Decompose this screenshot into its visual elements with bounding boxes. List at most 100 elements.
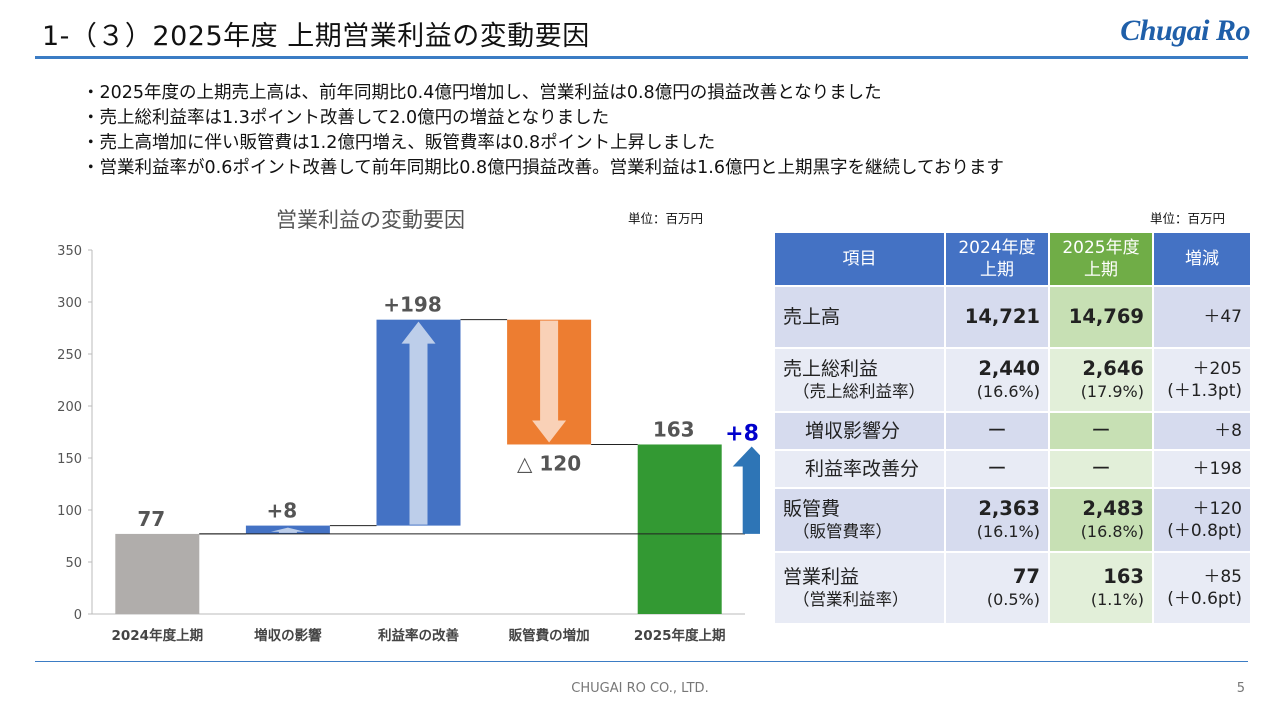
table-row: 販管費 （販管費率） 2,363 (16.1%) 2,483 (16.8%) ＋120 (＋0…: [775, 489, 1250, 551]
x-tick-label: 2025年度上期: [634, 627, 726, 644]
waterfall-bar: [115, 533, 200, 614]
value-2025: ー: [1050, 451, 1152, 487]
row-label-text: 売上高: [783, 306, 841, 328]
page-number: 5: [1236, 681, 1245, 696]
waterfall-chart: 0 50 100 150 200 250 300 350 2024年度上期 増収の影響 利益率の改善…: [57, 244, 760, 644]
value-2025-text: 14,769: [1068, 305, 1144, 328]
company-logo: Chugai Ro: [1120, 14, 1250, 47]
value-2024: 77 (0.5%): [946, 553, 1048, 623]
row-label: 売上高: [775, 287, 944, 347]
row-sublabel-text: （営業利益率）: [793, 590, 909, 609]
profit-table: 項目 2024年度 上期 2025年度 上期 増減 売上高 14,721 14,769 ＋…: [773, 231, 1252, 625]
change-text: ＋205: [1192, 359, 1242, 379]
change-text: ＋8: [1214, 421, 1242, 441]
increase-arrow: [401, 321, 436, 525]
table-header-change: 増減: [1154, 233, 1250, 285]
value-change: ＋205 (＋1.3pt): [1154, 349, 1250, 411]
ratio-2025-text: (17.9%): [1080, 382, 1144, 401]
value-2025-text: 2,646: [1082, 357, 1144, 380]
y-tick-label: 50: [65, 556, 82, 571]
y-tick-label: 250: [57, 348, 82, 363]
value-2025-text: 163: [1103, 565, 1144, 588]
x-tick-label: 販管費の増加: [509, 627, 590, 644]
row-sublabel-text: （販管費率）: [793, 522, 892, 541]
ratio-2024-text: (16.6%): [976, 382, 1040, 401]
change-text: ＋85: [1203, 567, 1242, 587]
change-text: ＋47: [1203, 307, 1242, 327]
row-label: 営業利益 （営業利益率）: [775, 553, 944, 623]
data-label: 77: [137, 507, 165, 531]
value-2024-text: 2,440: [978, 357, 1040, 380]
value-2025: 14,769: [1050, 287, 1152, 347]
value-2024-text: 77: [1012, 565, 1040, 588]
ratio-2025-text: (16.8%): [1080, 522, 1144, 541]
value-change: ＋8: [1154, 413, 1250, 449]
ratio-2024-text: (0.5%): [986, 590, 1040, 609]
data-label: +198: [383, 293, 442, 317]
page-title: 1-（３）2025年度 上期営業利益の変動要因: [42, 21, 590, 52]
value-2024: 2,363 (16.1%): [946, 489, 1048, 551]
summary-bullets: 2025年度の上期売上高は、前年同期比0.4億円増加し、営業利益は0.8億円の損…: [88, 81, 1004, 181]
footer-company: CHUGAI RO CO., LTD.: [571, 681, 709, 696]
decrease-arrow: [532, 320, 567, 443]
x-tick-label: 2024年度上期: [112, 627, 204, 644]
value-change: ＋85 (＋0.6pt): [1154, 553, 1250, 623]
value-2025: 2,483 (16.8%): [1050, 489, 1152, 551]
bullet-item: 売上高増加に伴い販管費は1.2億円増え、販管費率は0.8ポイント上昇しました: [88, 131, 1004, 156]
value-2025-text: ー: [1091, 419, 1111, 442]
value-change: ＋198: [1154, 451, 1250, 487]
value-2024: 2,440 (16.6%): [946, 349, 1048, 411]
value-2024-text: 14,721: [964, 305, 1040, 328]
value-change: ＋47: [1154, 287, 1250, 347]
value-2024: 14,721: [946, 287, 1048, 347]
value-change: ＋120 (＋0.8pt): [1154, 489, 1250, 551]
change-pt-text: (＋0.6pt): [1167, 589, 1242, 609]
change-pt-text: (＋0.8pt): [1167, 521, 1242, 541]
x-tick-label: 増収の影響: [254, 627, 322, 644]
data-label: +8: [267, 499, 298, 523]
table-unit-label: 単位：百万円: [1150, 211, 1226, 226]
row-label: 増収影響分: [775, 413, 944, 449]
table-header-2024: 2024年度 上期: [946, 233, 1048, 285]
ratio-2025-text: (1.1%): [1090, 590, 1144, 609]
table-row: 営業利益 （営業利益率） 77 (0.5%) 163 (1.1%) ＋85 (＋0.6pt): [775, 553, 1250, 623]
total-change-arrow: [732, 446, 760, 534]
y-tick-label: 300: [57, 296, 82, 311]
table-row: 利益率改善分 ー ー ＋198: [775, 451, 1250, 487]
value-2024-text: ー: [987, 419, 1007, 442]
ratio-2024-text: (16.1%): [976, 522, 1040, 541]
waterfall-bar: [637, 444, 722, 614]
data-label: 163: [653, 417, 695, 441]
value-2024: ー: [946, 413, 1048, 449]
row-sublabel-text: （売上総利益率）: [793, 382, 925, 401]
row-label-text: 利益率改善分: [805, 458, 920, 480]
y-tick-label: 0: [74, 608, 82, 623]
change-pt-text: (＋1.3pt): [1167, 381, 1242, 401]
value-2024-text: ー: [987, 457, 1007, 480]
row-label-text: 営業利益: [783, 566, 860, 588]
footer-rule: [35, 661, 1248, 662]
total-change-label: +85: [725, 421, 760, 446]
value-2024: ー: [946, 451, 1048, 487]
increase-arrow: [270, 527, 305, 533]
value-2025-text: ー: [1091, 457, 1111, 480]
value-2025: ー: [1050, 413, 1152, 449]
row-label: 利益率改善分: [775, 451, 944, 487]
change-text: ＋120: [1192, 499, 1242, 519]
table-row: 売上総利益 （売上総利益率） 2,440 (16.6%) 2,646 (17.9%) ＋20…: [775, 349, 1250, 411]
row-label-text: 増収影響分: [805, 420, 901, 442]
row-label-text: 売上総利益: [783, 358, 879, 380]
chart-title: 営業利益の変動要因: [276, 208, 465, 232]
table-row: 売上高 14,721 14,769 ＋47: [775, 287, 1250, 347]
bullet-item: 2025年度の上期売上高は、前年同期比0.4億円増加し、営業利益は0.8億円の損…: [88, 81, 1004, 106]
table-row: 増収影響分 ー ー ＋8: [775, 413, 1250, 449]
value-2024-text: 2,363: [978, 497, 1040, 520]
y-tick-label: 200: [57, 400, 82, 415]
y-tick-label: 350: [57, 244, 82, 259]
table-header-row: 項目 2024年度 上期 2025年度 上期 増減: [775, 233, 1250, 285]
data-label: △ 120: [517, 451, 581, 475]
header-rule: [35, 56, 1248, 59]
y-tick-label: 150: [57, 452, 82, 467]
value-2025: 2,646 (17.9%): [1050, 349, 1152, 411]
row-label: 販管費 （販管費率）: [775, 489, 944, 551]
